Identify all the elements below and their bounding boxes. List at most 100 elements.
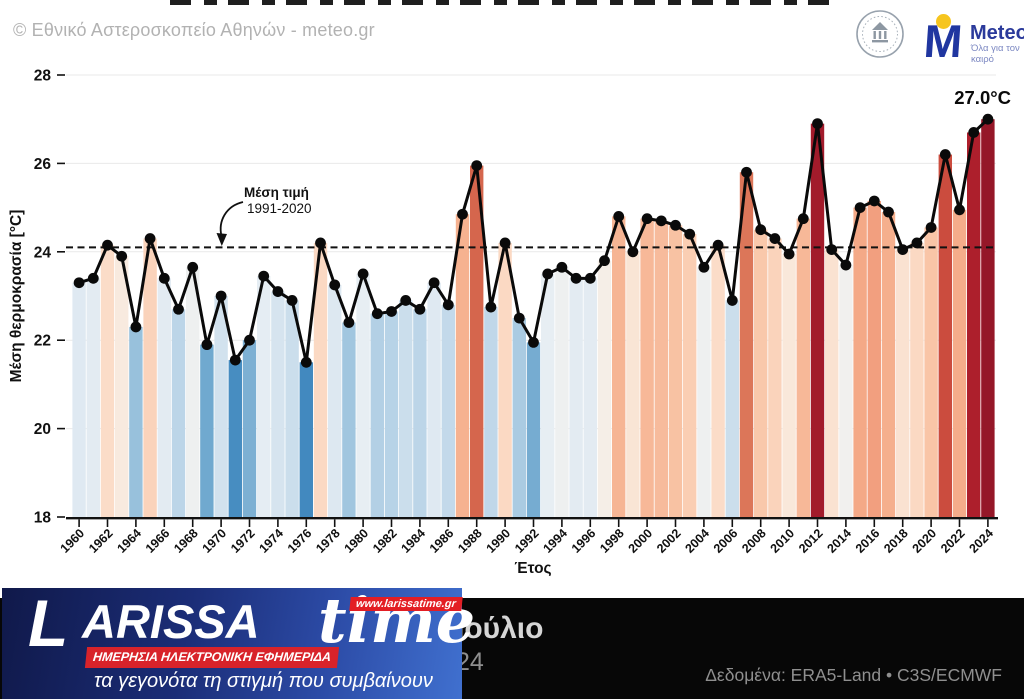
bar-2002 (668, 225, 683, 517)
larissatime-watermark-logo: L ARISSA time www.larissatime.gr ΗΜΕΡΗΣΙ… (2, 586, 475, 699)
dot-1972 (244, 334, 255, 346)
y-label-28: 28 (34, 68, 52, 85)
bar-1962 (100, 245, 115, 518)
y-label-18: 18 (34, 510, 52, 527)
bar-2011 (796, 218, 810, 517)
bar-2003 (683, 234, 697, 517)
meteo-logo: M Meteo Όλα για τον καιρό (920, 10, 1024, 67)
bar-2000 (640, 218, 654, 517)
bar-1979 (342, 322, 356, 517)
x-label-1986: 1986 (427, 526, 457, 556)
watermark-url-badge: www.larissatime.gr (349, 597, 463, 611)
x-label-1990: 1990 (484, 526, 514, 556)
bar-1975 (285, 300, 299, 517)
x-label-2018: 2018 (881, 526, 911, 556)
dot-2000 (641, 213, 653, 225)
x-label-1970: 1970 (200, 526, 230, 556)
bar-2010 (782, 254, 796, 517)
temperature-chart: 1960196219641966196819701972197419761978… (8, 68, 1011, 578)
bar-2009 (768, 238, 782, 518)
dot-1991 (513, 312, 525, 324)
x-label-1976: 1976 (285, 526, 315, 556)
bar-2001 (654, 220, 668, 518)
copyright-text: © Εθνικό Αστεροσκοπείο Αθηνών - meteo.gr (13, 20, 375, 40)
bar-2013 (825, 249, 839, 517)
dot-2018 (897, 244, 909, 255)
dot-1980 (357, 268, 369, 280)
dot-2001 (655, 215, 667, 227)
dot-1981 (371, 308, 383, 320)
bar-1994 (555, 267, 569, 517)
dot-2020 (925, 222, 937, 233)
dot-2024 (982, 113, 994, 125)
watermark-l-icon: L (28, 586, 69, 660)
dot-2004 (698, 261, 710, 273)
dot-1979 (343, 317, 355, 328)
x-label-1960: 1960 (58, 526, 88, 556)
bar-1960 (72, 282, 86, 517)
x-label-2002: 2002 (654, 526, 684, 556)
x-label-2000: 2000 (626, 526, 656, 556)
x-axis-title: Έτος (514, 560, 551, 577)
x-label-1998: 1998 (597, 526, 627, 556)
bar-1988 (470, 165, 484, 518)
bar-1986 (441, 304, 455, 517)
dot-1997 (599, 255, 610, 267)
meteo-sun-dot-icon (936, 14, 951, 29)
bar-1963 (115, 256, 129, 517)
bar-2021 (938, 154, 952, 517)
x-label-1968: 1968 (171, 526, 201, 556)
meteo-tagline: Όλα για τον καιρό (971, 43, 1020, 65)
watermark-name: ARISSA (82, 595, 260, 648)
bar-2022 (952, 209, 967, 517)
x-label-1992: 1992 (512, 526, 542, 556)
bar-1999 (626, 251, 640, 518)
bar-2004 (697, 267, 711, 517)
dot-1964 (130, 321, 142, 333)
dot-2002 (670, 219, 681, 231)
dot-1994 (556, 261, 568, 273)
bar-1964 (129, 326, 143, 517)
dot-1986 (442, 299, 454, 311)
bar-2008 (754, 229, 768, 517)
x-label-2006: 2006 (711, 526, 741, 556)
dot-2017 (883, 206, 894, 218)
dot-1984 (414, 303, 426, 315)
watermark-strip: ΗΜΕΡΗΣΙΑ ΗΛΕΚΤΡΟΝΙΚΗ ΕΦΗΜΕΡΙΔΑ (84, 647, 340, 668)
dot-2013 (826, 244, 838, 255)
bar-2023 (967, 132, 981, 517)
dot-1971 (229, 354, 241, 366)
y-label-26: 26 (34, 156, 52, 173)
bar-1991 (512, 318, 526, 517)
x-label-1980: 1980 (342, 526, 372, 556)
dot-2010 (783, 248, 795, 260)
dot-1995 (570, 272, 582, 284)
bar-2024 (981, 119, 995, 517)
bar-1996 (583, 278, 597, 517)
dot-2009 (769, 233, 781, 244)
x-label-1988: 1988 (455, 526, 485, 556)
dot-1975 (286, 295, 298, 306)
x-label-1964: 1964 (114, 526, 144, 556)
x-label-2008: 2008 (739, 526, 769, 556)
x-label-2022: 2022 (938, 526, 968, 556)
dot-1962 (102, 239, 113, 251)
dot-2014 (840, 259, 852, 271)
bar-1966 (157, 278, 171, 517)
x-label-2004: 2004 (682, 526, 712, 556)
dot-2006 (726, 295, 738, 306)
dot-1961 (87, 272, 99, 284)
x-label-1962: 1962 (86, 526, 116, 556)
dot-2011 (797, 213, 809, 225)
dot-1977 (315, 237, 326, 249)
bar-1968 (186, 267, 200, 517)
noa-seal-icon (856, 10, 904, 58)
bar-2012 (810, 123, 825, 518)
dot-2008 (755, 224, 767, 236)
bar-1985 (427, 282, 441, 517)
bar-1976 (299, 362, 313, 517)
bar-2014 (839, 265, 853, 517)
x-label-2020: 2020 (910, 526, 940, 556)
bar-2006 (725, 300, 739, 517)
